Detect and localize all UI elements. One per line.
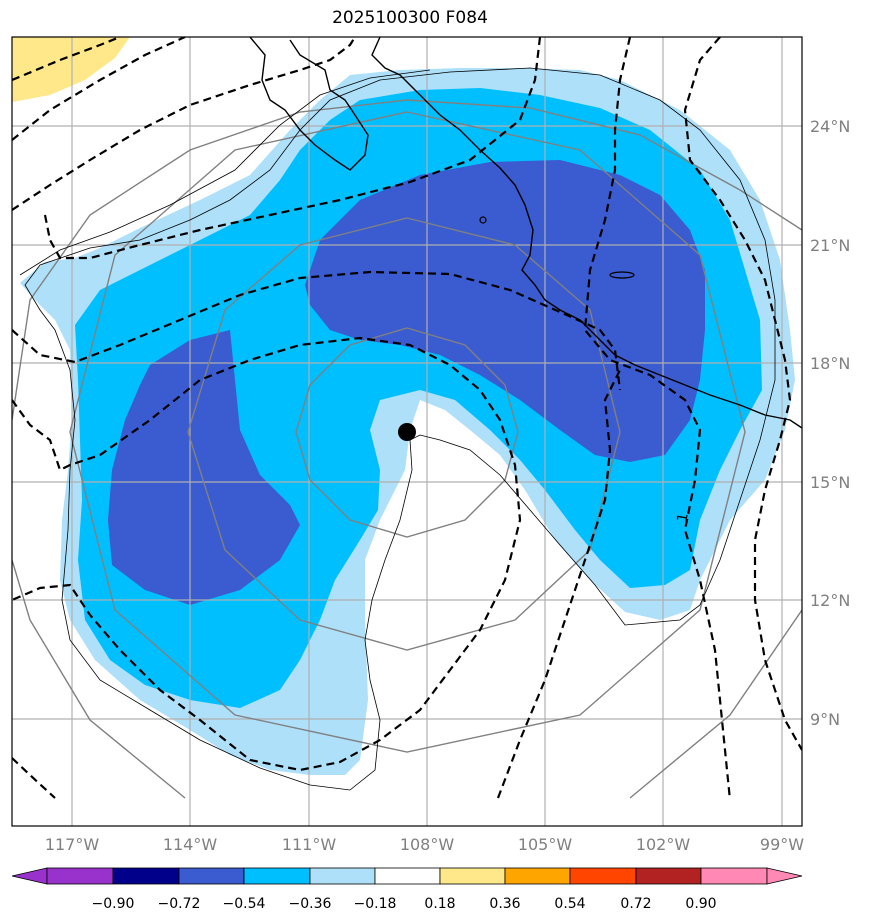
island-small xyxy=(479,216,487,224)
dark-blue-region-east xyxy=(305,160,705,462)
colorbar-tick-label: −0.90 xyxy=(92,896,135,912)
lat-tick-label: 24°N xyxy=(810,117,850,136)
colorbar-tick-label: 0.18 xyxy=(424,896,455,912)
colorbar-segment xyxy=(635,867,702,885)
contour-label: 1 xyxy=(674,512,691,524)
lon-tick-label: 105°W xyxy=(518,835,573,854)
lat-tick-label: 15°N xyxy=(810,473,850,492)
colorbar-segment xyxy=(374,867,441,885)
colorbar-segment xyxy=(178,867,245,885)
colorbar xyxy=(11,867,803,885)
island xyxy=(609,271,635,279)
lon-tick-label: 114°W xyxy=(163,835,218,854)
colorbar-segment xyxy=(504,867,571,885)
colorbar-segment xyxy=(243,867,311,885)
colorbar-tick-label: −0.72 xyxy=(158,896,201,912)
colorbar-extend-high xyxy=(766,867,803,885)
grid xyxy=(12,37,802,826)
thin-contours xyxy=(19,67,776,791)
coastline xyxy=(249,37,802,429)
storm-center-marker xyxy=(398,423,416,441)
colorbar-segment xyxy=(569,867,637,885)
plot-frame xyxy=(11,36,803,827)
lat-tick-label: 21°N xyxy=(810,236,850,255)
colorbar-tick-labels: −0.90 −0.72 −0.54 −0.36 −0.18 0.18 0.36 … xyxy=(92,896,717,912)
colorbar-tick-label: 0.90 xyxy=(685,896,716,912)
lon-tick-labels: 117°W 114°W 111°W 108°W 105°W 102°W 99°W xyxy=(45,835,804,854)
lat-tick-label: 12°N xyxy=(810,591,850,610)
lon-tick-label: 111°W xyxy=(282,835,337,854)
colorbar-tick-label: −0.54 xyxy=(223,896,266,912)
lat-tick-labels: 24°N 21°N 18°N 15°N 12°N 9°N xyxy=(810,117,850,729)
dashed-contours xyxy=(12,37,802,801)
plot-title: 2025100300 F084 xyxy=(332,8,488,28)
dark-blue-region-west xyxy=(108,330,300,605)
lat-tick-label: 9°N xyxy=(810,710,840,729)
colorbar-segment xyxy=(309,867,376,885)
lon-tick-label: 108°W xyxy=(400,835,455,854)
yellow-region xyxy=(12,37,130,102)
colorbar-segment xyxy=(700,867,768,885)
colorbar-segment xyxy=(46,867,114,885)
colorbar-tick-label: 0.54 xyxy=(554,896,585,912)
colorbar-tick-label: 0.72 xyxy=(620,896,651,912)
colorbar-tick-label: −0.18 xyxy=(354,896,397,912)
colorbar-segment xyxy=(112,867,180,885)
lon-tick-label: 117°W xyxy=(45,835,100,854)
lon-tick-label: 99°W xyxy=(760,835,804,854)
colorbar-tick-label: 0.36 xyxy=(489,896,520,912)
lon-tick-label: 102°W xyxy=(636,835,691,854)
lat-tick-label: 18°N xyxy=(810,354,850,373)
colorbar-segment xyxy=(439,867,506,885)
colorbar-extend-low xyxy=(11,867,48,885)
colorbar-tick-label: −0.36 xyxy=(289,896,332,912)
